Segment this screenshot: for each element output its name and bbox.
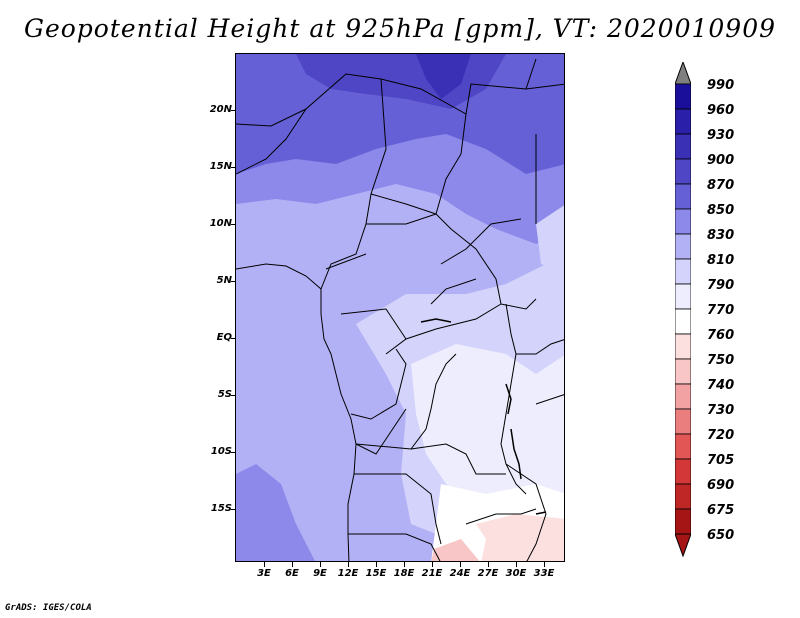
ytick-label: 5N [216, 275, 232, 286]
field-770 [411, 344, 564, 524]
swatch-900 [674, 133, 692, 160]
xtick [432, 562, 433, 567]
map-panel [235, 53, 565, 562]
ytick [231, 452, 236, 453]
xtick-label: 18E [393, 568, 415, 579]
field-740 [431, 539, 480, 561]
colorbar-label: 650 [707, 528, 735, 543]
colorbar-label: 870 [707, 178, 735, 193]
field-790-east [536, 205, 564, 274]
ytick [231, 110, 236, 111]
ytick-label: 20N [209, 104, 232, 115]
colorbar-label: 770 [707, 303, 735, 318]
xtick [348, 562, 349, 567]
colorbar-label: 900 [707, 153, 735, 168]
swatch-730 [674, 383, 692, 410]
swatch-675 [674, 483, 692, 510]
lakes [420, 318, 547, 515]
swatch-760 [674, 308, 692, 335]
colorbar [674, 60, 692, 558]
coastlines [236, 58, 564, 561]
xtick [488, 562, 489, 567]
colorbar-label: 790 [707, 278, 735, 293]
xtick [516, 562, 517, 567]
colorbar-label: 990 [707, 78, 735, 93]
ytick-label: EQ [216, 332, 232, 343]
colorbar-label: 810 [707, 253, 735, 268]
ytick [231, 395, 236, 396]
colorbar-label: 720 [707, 428, 735, 443]
swatch-705 [674, 433, 692, 460]
colorbar-label: 740 [707, 378, 735, 393]
colorbar-label: 705 [707, 453, 735, 468]
swatch-810 [674, 233, 692, 260]
xtick-label: 6E [285, 568, 299, 579]
colorbar-label: 850 [707, 203, 735, 218]
xtick [376, 562, 377, 567]
colorbar-label: 830 [707, 228, 735, 243]
ytick [231, 509, 236, 510]
ytick [231, 338, 236, 339]
swatch-720 [674, 408, 692, 435]
colorbar-label: 760 [707, 328, 735, 343]
swatch-740 [674, 358, 692, 385]
field-900 [416, 54, 471, 99]
xtick-label: 12E [337, 568, 359, 579]
xtick-label: 21E [421, 568, 443, 579]
colorbar-swatches [674, 60, 692, 558]
xtick-label: 3E [257, 568, 271, 579]
xtick [460, 562, 461, 567]
xtick [320, 562, 321, 567]
xtick-label: 9E [313, 568, 327, 579]
colorbar-top-arrow [674, 60, 692, 85]
swatch-850 [674, 183, 692, 210]
field-830-sw [236, 464, 315, 561]
grads-credit: GrADS: IGES/COLA [5, 603, 92, 613]
xtick [544, 562, 545, 567]
colorbar-label: 690 [707, 478, 735, 493]
ytick [231, 281, 236, 282]
swatch-690 [674, 458, 692, 485]
swatch-870 [674, 158, 692, 185]
ytick-label: 15S [210, 503, 232, 514]
swatch-790 [674, 258, 692, 285]
xtick-label: 33E [533, 568, 555, 579]
colorbar-bottom-arrow [674, 533, 692, 558]
colorbar-label: 730 [707, 403, 735, 418]
ytick-label: 15N [209, 161, 232, 172]
swatch-930 [674, 108, 692, 135]
xtick [264, 562, 265, 567]
map-field [236, 54, 564, 561]
field-750 [476, 514, 564, 561]
xtick-label: 27E [477, 568, 499, 579]
colorbar-label: 675 [707, 503, 735, 518]
ytick [231, 167, 236, 168]
swatch-960 [674, 83, 692, 110]
xtick-label: 15E [365, 568, 387, 579]
colorbar-label: 930 [707, 128, 735, 143]
xtick-label: 24E [449, 568, 471, 579]
swatch-650 [674, 508, 692, 535]
xtick [404, 562, 405, 567]
ytick-label: 10S [210, 446, 232, 457]
colorbar-label: 750 [707, 353, 735, 368]
xtick [292, 562, 293, 567]
ytick [231, 224, 236, 225]
swatch-830 [674, 208, 692, 235]
chart-title: Geopotential Height at 925hPa [gpm], VT:… [23, 14, 777, 43]
colorbar-label: 960 [707, 103, 735, 118]
ytick-label: 5S [217, 389, 232, 400]
ytick-label: 10N [209, 218, 232, 229]
xtick-label: 30E [505, 568, 527, 579]
swatch-750 [674, 333, 692, 360]
swatch-770 [674, 283, 692, 310]
